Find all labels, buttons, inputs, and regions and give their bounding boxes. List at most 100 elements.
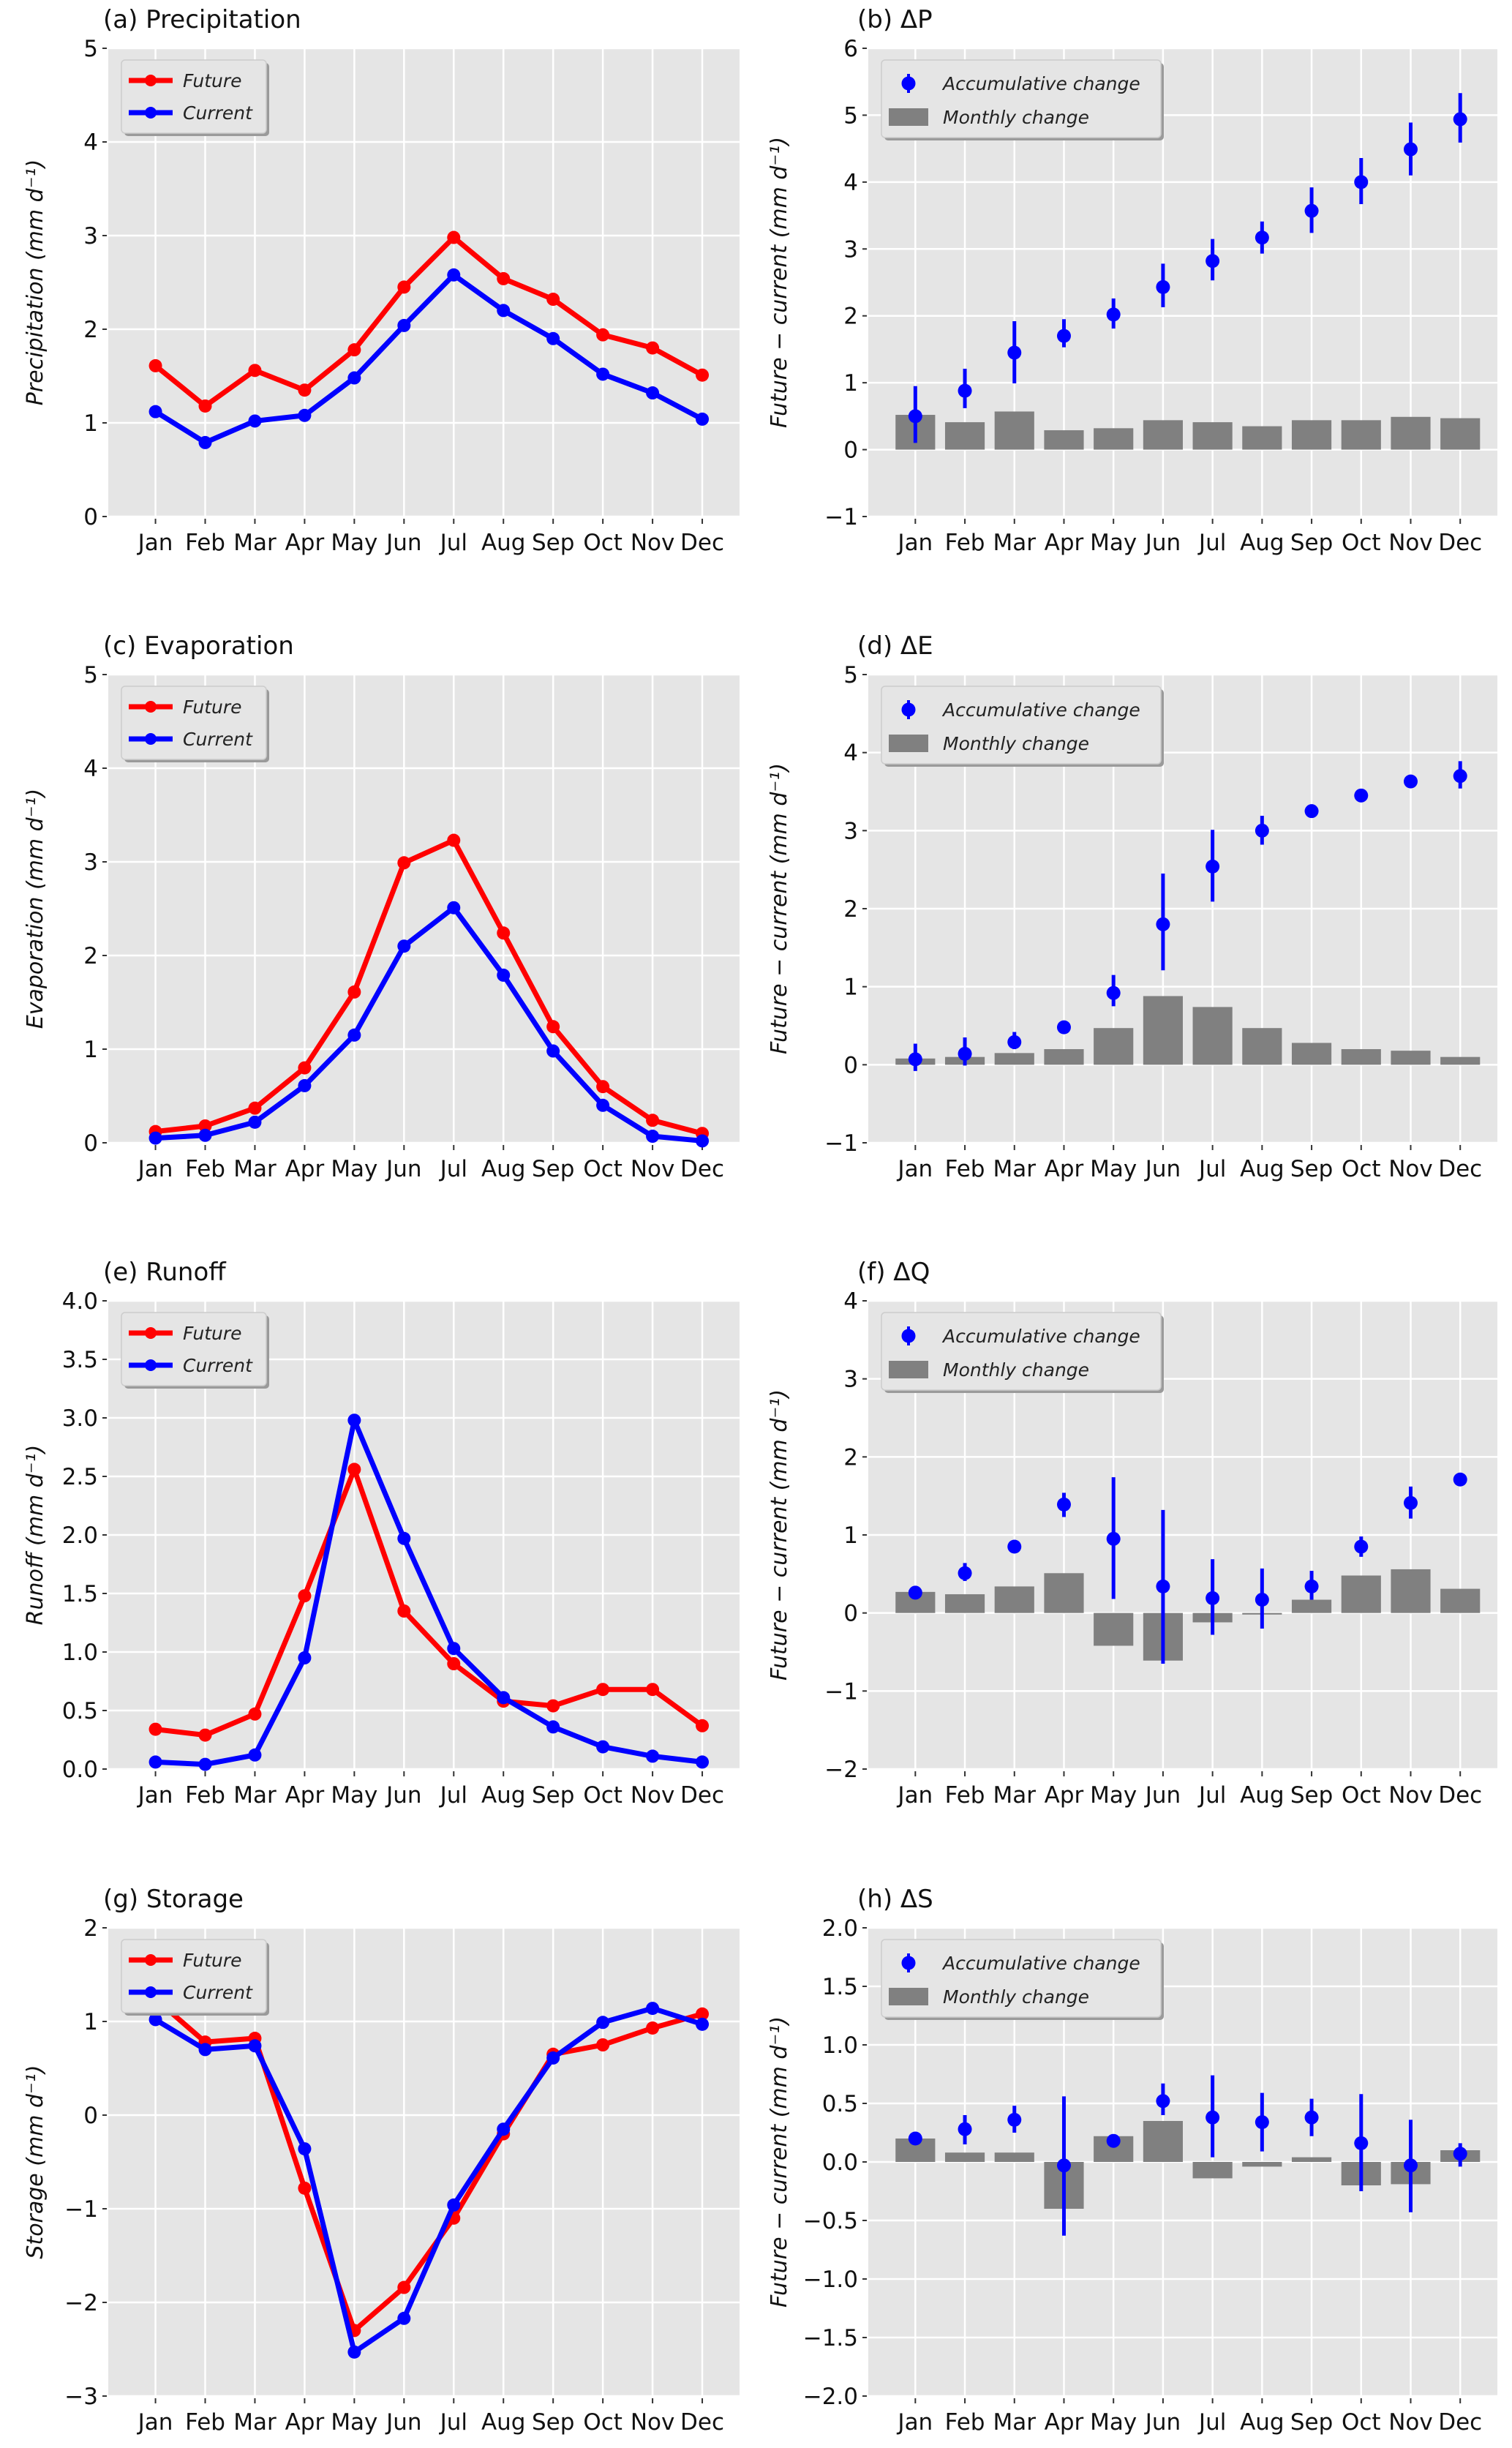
y-tick-label: 5 [83, 662, 98, 688]
data-point-future [696, 368, 710, 382]
data-point-future [397, 1604, 411, 1618]
data-point-current [248, 2039, 262, 2053]
x-tick-label: Mar [993, 1156, 1037, 1182]
data-point-future [198, 1119, 212, 1133]
legend-marker-current [145, 107, 157, 119]
accumulative-change-point [1206, 1591, 1220, 1605]
monthly-change-bar [1242, 1028, 1282, 1065]
data-point-future [447, 1657, 461, 1670]
x-tick-label: Jan [896, 2409, 933, 2436]
y-tick-label: 2 [843, 304, 858, 330]
x-tick-label: Jun [385, 1156, 421, 1182]
x-tick-label: Jun [385, 1782, 421, 1809]
data-point-future [298, 383, 312, 397]
y-tick-label: 2 [83, 943, 98, 969]
monthly-change-bar [1391, 416, 1431, 450]
accumulative-change-point [1007, 2112, 1022, 2127]
monthly-change-bar [1192, 2162, 1233, 2179]
data-point-future [596, 1683, 610, 1697]
y-tick-label: 0.0 [822, 2149, 858, 2176]
legend-marker-future [145, 75, 157, 86]
data-point-future [397, 280, 411, 294]
y-tick-label: −2.0 [803, 2384, 858, 2410]
data-point-current [298, 2142, 312, 2156]
data-point-current [546, 2051, 560, 2065]
monthly-change-bar [1094, 428, 1134, 450]
accumulative-change-point [958, 1566, 972, 1580]
x-tick-label: Jul [1197, 1156, 1226, 1182]
monthly-change-bar [1291, 1043, 1332, 1065]
x-tick-label: Jun [1144, 530, 1181, 556]
accumulative-change-point [1007, 1035, 1022, 1049]
x-tick-label: Mar [233, 2409, 277, 2436]
data-point-future [447, 833, 461, 847]
panel-h: −2.0 −1.5 −1.0 −0.5 0.0 0.5 1.0 1.5 2.0 Jan Feb Mar… [767, 1885, 1497, 2436]
y-tick-label: −2 [824, 1757, 858, 1783]
y-tick-label: 0 [843, 1052, 858, 1078]
accumulative-change-point [1106, 985, 1121, 1000]
data-point-current [397, 2311, 411, 2325]
accumulative-change-point [1156, 917, 1170, 931]
y-tick-label: 3 [83, 849, 98, 876]
x-tick-label: Jul [1197, 2409, 1226, 2436]
monthly-change-bar [1192, 1007, 1233, 1065]
data-point-current [546, 1720, 560, 1734]
x-tick-label: Oct [583, 1156, 623, 1182]
x-tick-label: Nov [1388, 530, 1433, 556]
data-point-current [148, 405, 162, 418]
legend: Accumulative change Monthly change [881, 1312, 1164, 1393]
x-tick-label: Apr [285, 530, 325, 556]
data-point-current [596, 367, 610, 381]
legend-label: Current [183, 1982, 253, 2003]
legend-box [881, 1939, 1162, 2018]
y-tick-label: 2.0 [62, 1523, 98, 1549]
x-tick-label: Jan [137, 530, 173, 556]
data-point-current [397, 318, 411, 332]
monthly-change-bar [944, 422, 985, 450]
panel-d: −1 0 1 2 3 4 5 Jan Feb Mar Apr May Jun Jul Aug Sep Oct No… [767, 631, 1497, 1182]
data-point-future [596, 2038, 610, 2051]
accumulative-change-point [908, 1585, 922, 1600]
data-point-current [198, 1128, 212, 1142]
accumulative-change-point [1453, 112, 1467, 127]
x-tick-label: Feb [945, 2409, 985, 2436]
monthly-change-bar [1044, 1049, 1084, 1065]
x-tick-label: Mar [993, 2409, 1037, 2436]
data-point-current [298, 1651, 312, 1664]
accumulative-change-point [908, 2131, 922, 2146]
x-tick-label: Mar [233, 1782, 277, 1809]
y-tick-label: 3 [843, 236, 858, 263]
x-tick-label: Feb [185, 1782, 225, 1809]
legend-bar-swatch [889, 1988, 928, 2005]
panel-f: −2 −1 0 1 2 3 4 Jan Feb Mar Apr May Jun Jul Aug Sep Oct N… [767, 1258, 1497, 1809]
x-tick-label: Oct [1342, 1782, 1381, 1809]
y-tick-label: 1 [843, 370, 858, 397]
legend-box [881, 686, 1162, 765]
x-tick-label: Mar [233, 530, 277, 556]
legend-marker-accumulative [901, 702, 916, 717]
x-tick-label: Nov [631, 1156, 675, 1182]
x-tick-label: Aug [481, 530, 526, 556]
y-tick-label: 2.0 [822, 1915, 858, 1942]
data-point-future [397, 2280, 411, 2294]
data-point-current [447, 268, 461, 282]
legend-label: Accumulative change [941, 1953, 1140, 1974]
legend-bar-swatch [889, 108, 928, 126]
accumulative-change-point [1354, 2136, 1369, 2150]
data-point-current [646, 386, 660, 400]
accumulative-change-point [1007, 345, 1022, 360]
y-tick-label: 0.5 [62, 1698, 98, 1724]
data-point-future [298, 1061, 312, 1075]
data-point-future [546, 293, 560, 307]
y-axis-label: Future − current (mm d⁻¹) [767, 2016, 792, 2308]
data-point-future [347, 343, 361, 357]
panel-title: (a) Precipitation [103, 5, 301, 34]
x-tick-label: Jan [896, 1156, 933, 1182]
y-tick-label: −1 [64, 2196, 98, 2223]
legend-marker-future [145, 1327, 157, 1339]
accumulative-change-point [958, 2122, 972, 2136]
data-point-current [397, 939, 411, 953]
accumulative-change-point [1007, 1539, 1022, 1554]
x-tick-label: Dec [680, 2409, 724, 2436]
accumulative-change-point [1106, 2133, 1121, 2148]
